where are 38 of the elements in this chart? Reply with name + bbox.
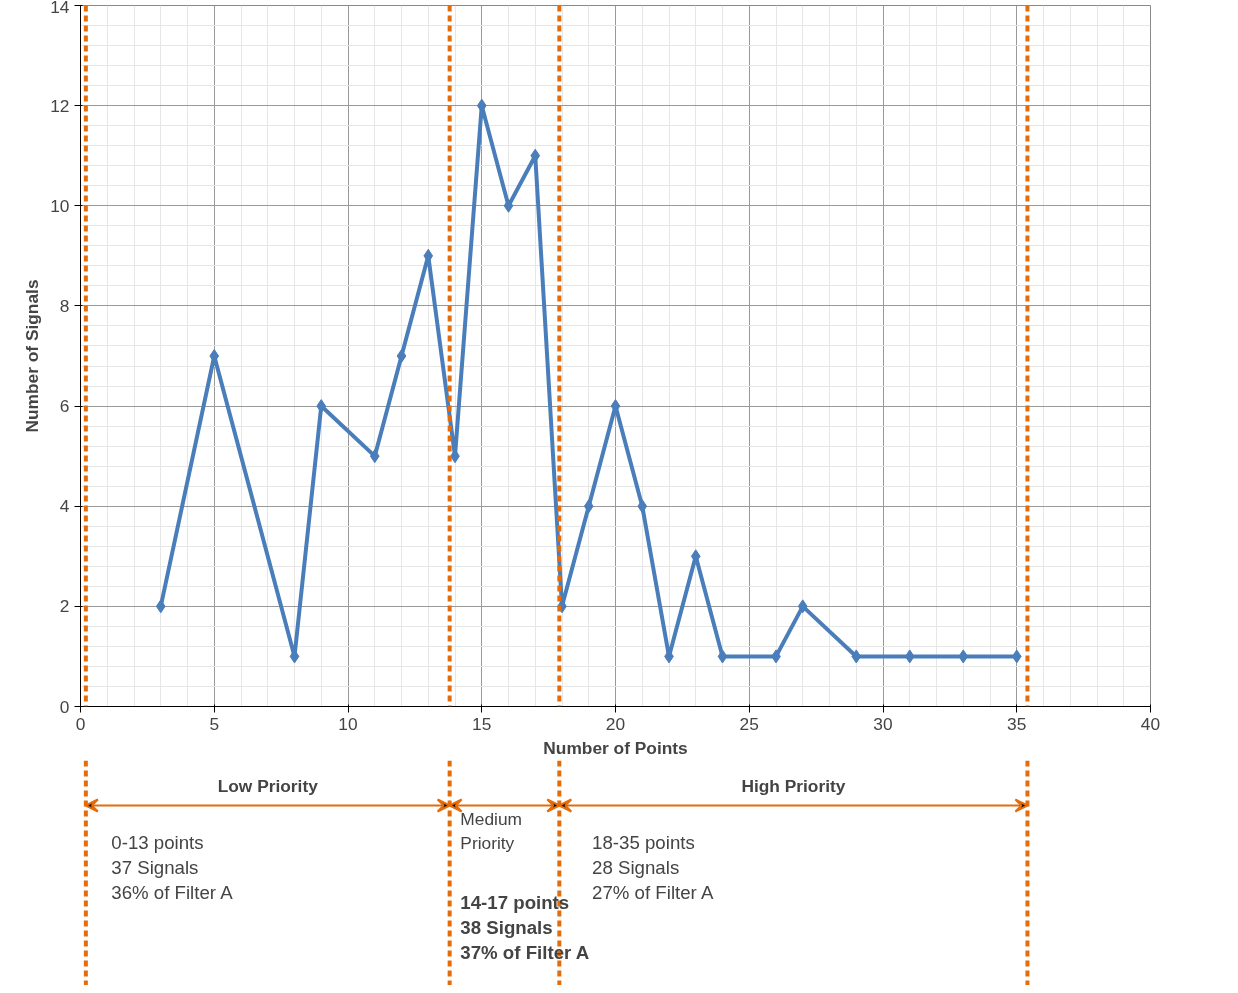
point: [797, 599, 808, 614]
text: Low Priority: [217, 776, 319, 797]
x-axis-title: Number of Points: [543, 737, 688, 758]
point: [316, 399, 327, 414]
y-tick-label: 10: [50, 195, 70, 216]
point: [637, 499, 648, 514]
text: Medium Priority: [460, 809, 522, 854]
text: 14-17 points 38 Signals 37% of Filter A: [460, 891, 590, 964]
x-tick-label: 25: [739, 713, 759, 734]
x-tick-label: 20: [605, 713, 626, 734]
x-tick-label: 0: [75, 713, 86, 734]
point: [958, 649, 969, 664]
point: [1011, 649, 1022, 664]
point: [851, 649, 862, 664]
x-tick-label: 5: [209, 713, 220, 734]
text: 18-35 points 28 Signals 27% of Filter A: [592, 831, 714, 904]
point: [396, 349, 407, 363]
x-tick-label: 35: [1007, 713, 1027, 734]
y-tick-label: 2: [59, 596, 70, 617]
point: [717, 649, 728, 664]
y-tick-label: 6: [59, 396, 70, 417]
point: [155, 599, 166, 614]
y-tick-label: 0: [59, 696, 70, 717]
x-tick-label: 10: [338, 713, 358, 734]
x-tick-label: 15: [472, 713, 492, 734]
y-tick-label: 8: [59, 295, 70, 316]
text: 0-13 points 37 Signals 36% of Filter A: [111, 831, 234, 904]
point: [503, 198, 514, 213]
y-tick-label: 4: [59, 496, 70, 517]
point: [904, 649, 915, 664]
point: [369, 449, 380, 464]
y-tick-label: 12: [50, 95, 70, 116]
text: High Priority: [741, 776, 846, 797]
x-tick-label: 30: [873, 713, 893, 734]
x-tick-label: 40: [1140, 713, 1161, 734]
point: [583, 499, 594, 514]
y-axis-title: Number of Signals: [22, 279, 43, 433]
y-tick-label: 14: [50, 0, 70, 17]
